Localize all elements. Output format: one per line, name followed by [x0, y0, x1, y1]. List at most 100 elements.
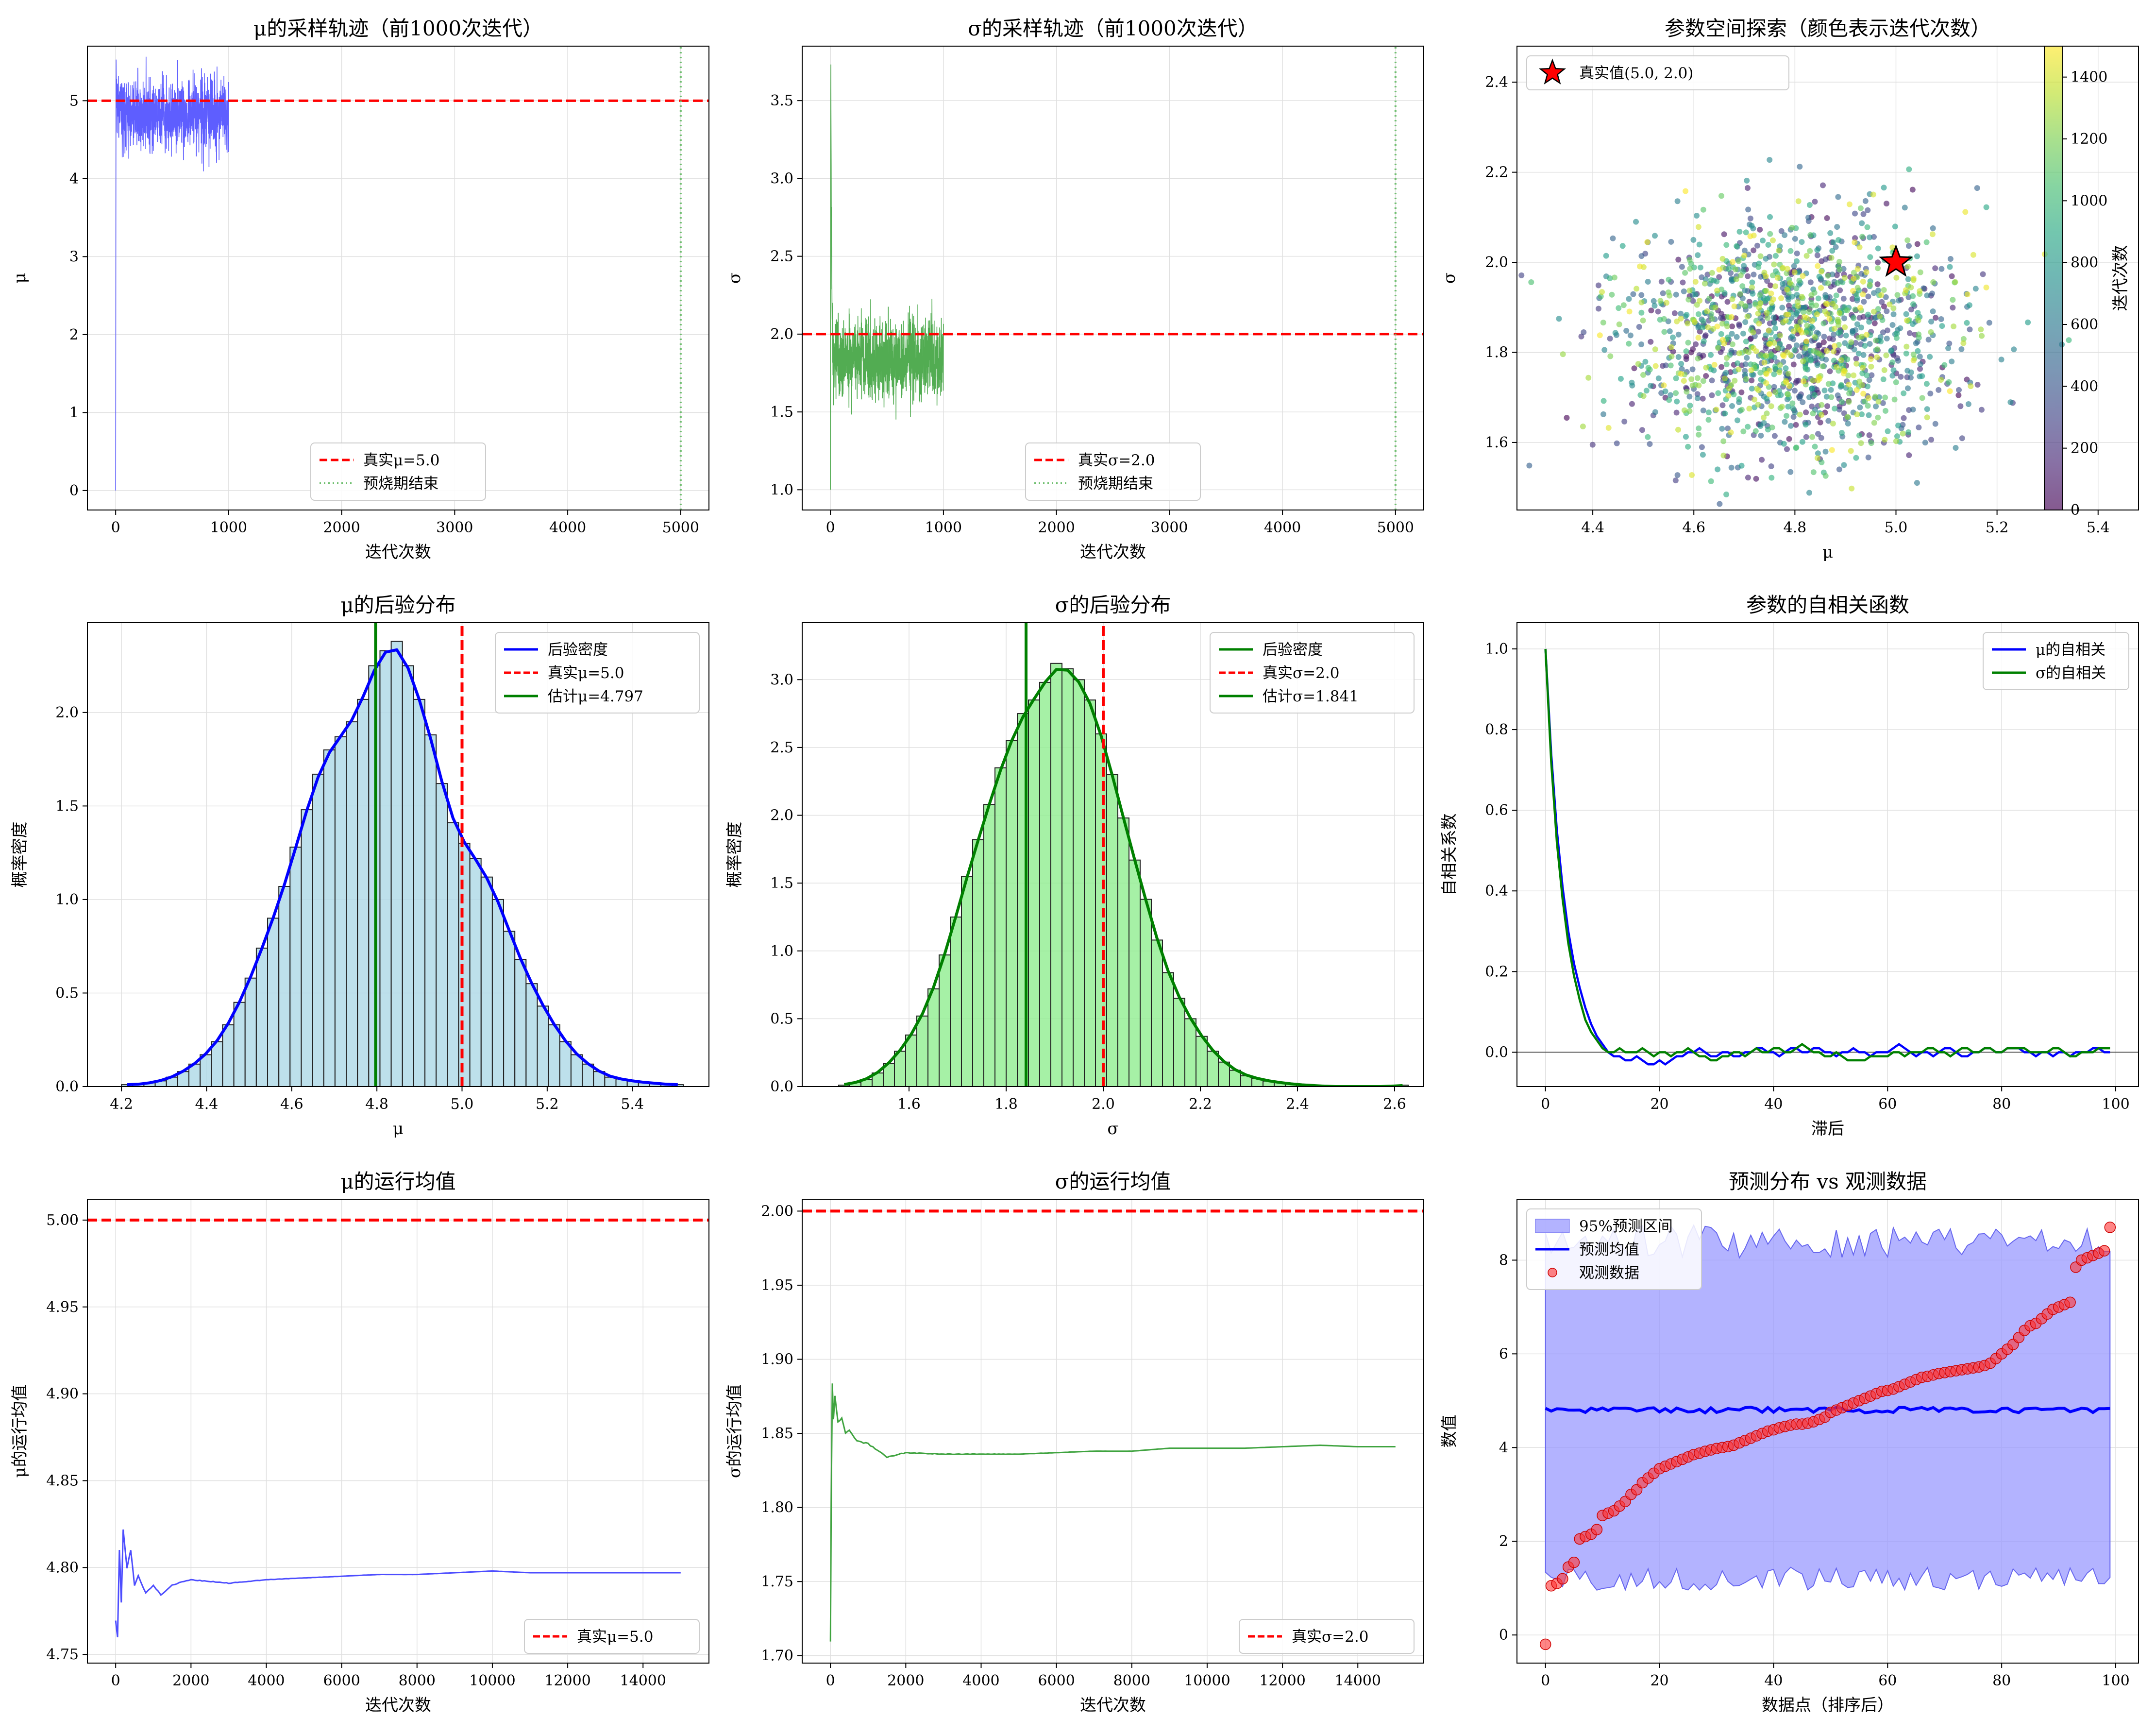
histogram-bar [357, 698, 370, 1087]
sample-point [1889, 373, 1896, 379]
sample-point [1815, 295, 1821, 302]
sample-point [1770, 296, 1776, 303]
x-tick-label: 2.2 [1189, 1096, 1212, 1113]
sample-point [1880, 400, 1886, 406]
sample-point [1556, 316, 1562, 322]
x-tick-label: 60 [1878, 1672, 1897, 1689]
sample-point [1714, 288, 1720, 294]
sample-point [1824, 403, 1831, 409]
sample-point [1868, 363, 1874, 370]
legend-label: 后验密度 [1263, 641, 1323, 659]
sample-point [1884, 308, 1890, 314]
sample-point [1763, 345, 1769, 352]
sample-point [1785, 371, 1791, 377]
sample-point [1846, 390, 1853, 396]
sample-point [1928, 437, 1935, 443]
sample-point [1838, 399, 1845, 405]
sample-point [1793, 444, 1800, 451]
colorbar-bar [2044, 46, 2063, 510]
sample-point [1770, 272, 1776, 278]
sample-point [1694, 213, 1700, 219]
axes-frame [87, 1199, 709, 1664]
sample-point [1743, 229, 1749, 236]
sample-point [1709, 392, 1715, 398]
sample-point [1851, 275, 1857, 282]
sample-point [1781, 441, 1787, 447]
sample-point [1784, 413, 1790, 419]
sample-point [1859, 334, 1865, 340]
sample-point [1923, 381, 1930, 387]
sample-point [1755, 402, 1761, 408]
sample-point [1814, 252, 1820, 258]
sample-point [1673, 291, 1679, 298]
sample-point [1746, 406, 1752, 412]
sample-point [1879, 299, 1885, 305]
sample-point [1700, 378, 1706, 384]
sample-point [1689, 382, 1696, 389]
sample-point [1905, 429, 1912, 435]
sample-point [1833, 292, 1839, 299]
sample-point [1929, 231, 1936, 238]
sample-point [1850, 330, 1856, 336]
x-tick-label: 4000 [549, 519, 586, 536]
sample-point [1729, 341, 1735, 347]
x-tick-label: 20 [1650, 1096, 1668, 1113]
sample-point [1812, 334, 1818, 340]
histogram-bar [1095, 733, 1107, 1087]
histogram-bar [525, 983, 538, 1087]
sample-point [1875, 245, 1881, 252]
sample-point [1779, 345, 1785, 352]
y-tick-label: 2.0 [1485, 254, 1508, 271]
panel-title: 预测分布 vs 观测数据 [1729, 1170, 1927, 1193]
sample-point [1906, 166, 1912, 172]
sample-point [1859, 382, 1865, 388]
observed-point [2064, 1296, 2076, 1308]
legend-label: 后验密度 [548, 641, 608, 659]
sample-point [1757, 253, 1764, 259]
histogram [838, 663, 1409, 1087]
sample-point [1611, 274, 1617, 281]
sample-point [1883, 408, 1888, 414]
sample-point [1729, 331, 1735, 337]
sample-point [1870, 191, 1876, 198]
sample-point [1629, 379, 1635, 386]
sample-point [1786, 436, 1792, 442]
sample-point [1774, 274, 1781, 281]
x-tick-label: 1000 [210, 519, 247, 536]
sample-point [1816, 273, 1822, 280]
sample-point [1518, 272, 1525, 278]
sample-point [1616, 321, 1622, 327]
sample-point [1881, 185, 1887, 191]
sample-point [1880, 376, 1886, 382]
sample-point [1907, 374, 1914, 381]
sample-point [1890, 305, 1897, 311]
sample-point [1763, 255, 1769, 262]
sample-point [1696, 431, 1702, 438]
sample-point [1640, 372, 1646, 378]
sample-point [1780, 265, 1786, 271]
sample-point [1868, 356, 1874, 362]
sample-point [1635, 361, 1641, 367]
sample-point [1938, 316, 1944, 322]
sample-point [1680, 279, 1686, 286]
sample-point [1957, 403, 1964, 409]
sample-point [1526, 462, 1533, 469]
sample-point [1703, 373, 1709, 379]
sample-point [1936, 387, 1942, 393]
sample-point [1836, 466, 1842, 473]
sample-point [1694, 395, 1701, 401]
legend-label: 真实μ=5.0 [363, 452, 439, 469]
sample-point [1867, 341, 1873, 347]
y-axis-label: μ的运行均值 [10, 1384, 30, 1478]
sample-point [1865, 293, 1871, 300]
sample-point [1925, 337, 1932, 343]
sample-point [1747, 233, 1753, 239]
y-tick-label: 1.0 [55, 891, 79, 908]
x-tick-label: 3000 [436, 519, 473, 536]
sample-point [1709, 316, 1715, 322]
sample-point [1862, 342, 1868, 349]
sample-point [1728, 464, 1735, 471]
sample-point [1809, 318, 1815, 324]
sample-point [1647, 367, 1653, 373]
sample-point [1854, 266, 1861, 272]
